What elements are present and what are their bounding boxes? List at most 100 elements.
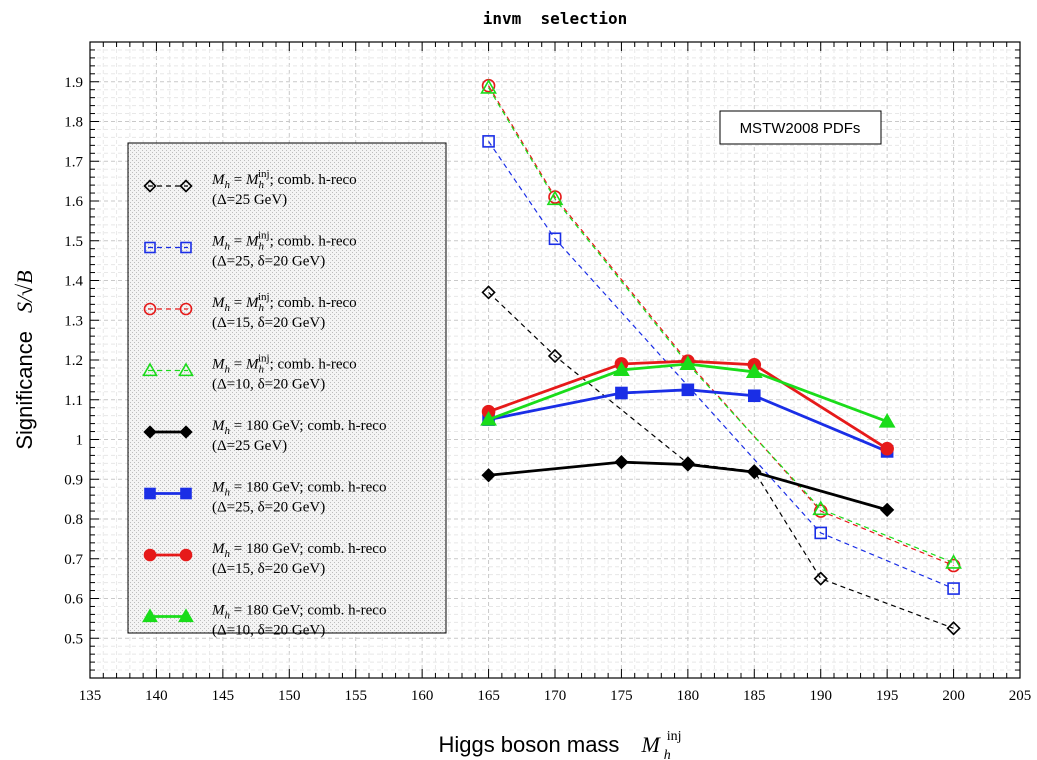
data-point — [813, 571, 828, 586]
legend-entry-1: Mh = Mhinj; comb. h-reco(Δ=25 GeV) — [143, 168, 357, 208]
legend-entry-sublabel: (Δ=15, δ=20 GeV) — [212, 561, 325, 577]
y-tick-label: 1.4 — [64, 274, 83, 290]
legend-entry-sublabel: (Δ=25, δ=20 GeV) — [212, 500, 325, 516]
x-tick-label: 150 — [278, 688, 301, 704]
series-5 — [481, 455, 895, 517]
data-point — [947, 582, 960, 595]
annotation-box: MSTW2008 PDFs — [719, 110, 882, 145]
legend-entry-5: Mh = 180 GeV; comb. h-reco(Δ=25 GeV) — [143, 418, 386, 454]
x-tick-label: 160 — [411, 688, 434, 704]
data-point — [481, 285, 496, 300]
x-tick-label: 155 — [344, 688, 367, 704]
y-axis-label-text: Significance — [12, 331, 37, 450]
data-point — [615, 386, 628, 400]
legend-entry-sublabel: (Δ=25 GeV) — [212, 438, 287, 454]
x-tick-label: 200 — [942, 688, 965, 704]
y-tick-label: 1.7 — [64, 154, 83, 170]
legend-swatch-marker — [179, 425, 193, 439]
y-tick-label: 0.7 — [64, 552, 83, 568]
data-point — [680, 457, 695, 472]
y-tick-label: 0.9 — [64, 472, 83, 488]
x-tick-label: 140 — [145, 688, 168, 704]
data-point — [880, 502, 895, 517]
legend-swatch-marker — [142, 608, 158, 623]
x-tick-label: 175 — [610, 688, 633, 704]
legend-swatch-marker — [180, 487, 192, 500]
data-point — [880, 441, 894, 456]
y-tick-label: 1 — [76, 433, 84, 449]
annotation-text: MSTW2008 PDFs — [740, 120, 861, 137]
x-tick-label: 170 — [544, 688, 567, 704]
data-point — [812, 500, 830, 516]
legend-entry-sublabel: (Δ=15, δ=20 GeV) — [212, 315, 325, 331]
y-tick-label: 1.8 — [64, 115, 83, 131]
y-tick-label: 0.8 — [64, 512, 83, 528]
svg-text:Significance S/√B: Significance S/√B — [12, 270, 37, 449]
legend-entry-3: Mh = Mhinj; comb. h-reco(Δ=15, δ=20 GeV) — [143, 291, 357, 331]
legend-entry-sublabel: (Δ=10, δ=20 GeV) — [212, 377, 325, 393]
series-line — [488, 87, 954, 564]
x-tick-label: 185 — [743, 688, 766, 704]
series-line — [488, 291, 954, 629]
y-axis-symbol: S/√B — [12, 270, 37, 313]
series-line — [488, 85, 954, 567]
x-tick-label: 205 — [1009, 688, 1032, 704]
legend-swatch-marker — [143, 179, 157, 193]
legend-entry-sublabel: (Δ=10, δ=20 GeV) — [212, 623, 325, 639]
data-point — [546, 190, 564, 206]
legend-swatch-marker — [143, 302, 157, 316]
legend-entry-label: Mh = 180 GeV; comb. h-reco — [211, 480, 386, 499]
svg-text:Higgs boson mass M: Higgs boson mass M h inj — [438, 729, 681, 760]
legend-entry-label: Mh = Mhinj; comb. h-reco — [211, 353, 357, 376]
data-point — [747, 464, 762, 480]
data-point — [679, 355, 697, 371]
legend-entry-sublabel: (Δ=25 GeV) — [212, 192, 287, 208]
y-tick-label: 1.1 — [64, 393, 83, 409]
x-tick-label: 195 — [876, 688, 899, 704]
data-point — [747, 389, 761, 403]
legend-swatch-marker — [179, 548, 193, 562]
x-axis-symbol: M — [640, 732, 661, 757]
legend-entry-7: Mh = 180 GeV; comb. h-reco(Δ=15, δ=20 Ge… — [143, 541, 386, 577]
legend-entry-label: Mh = 180 GeV; comb. h-reco — [211, 418, 386, 437]
legend-entry-label: Mh = Mhinj; comb. h-reco — [211, 291, 357, 314]
legend-entry-label: Mh = 180 GeV; comb. h-reco — [211, 603, 386, 622]
legend: Mh = Mhinj; comb. h-reco(Δ=25 GeV)Mh = M… — [127, 142, 447, 639]
series-group — [480, 78, 962, 636]
legend-entry-sublabel: (Δ=25, δ=20 GeV) — [212, 254, 325, 270]
y-tick-label: 1.3 — [64, 313, 83, 329]
legend-entry-label: Mh = 180 GeV; comb. h-reco — [211, 541, 386, 560]
x-axis-label-text: Higgs boson mass — [438, 732, 619, 757]
legend-entry-label: Mh = Mhinj; comb. h-reco — [211, 168, 357, 191]
y-tick-label: 1.6 — [64, 194, 83, 210]
data-point — [945, 554, 962, 569]
legend-swatch-marker — [144, 241, 156, 254]
data-point — [480, 411, 497, 426]
y-tick-label: 1.2 — [64, 353, 83, 369]
y-tick-labels: 0.5 0.6 0.7 0.8 0.9 1 1.1 1.2 1.3 1.4 1.5 1.6 1.7 1.8… — [64, 75, 83, 648]
legend-entry-2: Mh = Mhinj; comb. h-reco(Δ=25, δ=20 GeV) — [144, 230, 357, 270]
legend-entry-8: Mh = 180 GeV; comb. h-reco(Δ=10, δ=20 Ge… — [142, 603, 386, 639]
y-tick-label: 1.5 — [64, 234, 83, 250]
legend-swatch-marker — [143, 548, 157, 562]
legend-entry-label: Mh = Mhinj; comb. h-reco — [211, 230, 357, 253]
series-8 — [480, 355, 896, 428]
legend-swatch-marker — [179, 302, 193, 316]
x-axis-label: Higgs boson mass M h inj — [438, 729, 681, 760]
legend-swatch-marker — [179, 179, 193, 193]
data-point — [745, 363, 763, 378]
data-point — [480, 79, 497, 94]
data-point — [814, 526, 828, 540]
data-point — [614, 455, 629, 470]
legend-swatch-marker — [142, 362, 158, 377]
x-tick-labels: 135 140 145 150 155 160 165 170 175 180 185 190 195 2… — [79, 688, 1032, 704]
chart-title: invm selection — [483, 9, 628, 28]
x-axis-symbol-sup: inj — [667, 729, 682, 744]
legend-swatch-marker — [178, 362, 194, 377]
x-tick-label: 180 — [677, 688, 700, 704]
x-tick-label: 165 — [477, 688, 500, 704]
data-point — [482, 135, 495, 148]
legend-swatch-marker — [143, 425, 157, 439]
data-point — [681, 383, 695, 397]
